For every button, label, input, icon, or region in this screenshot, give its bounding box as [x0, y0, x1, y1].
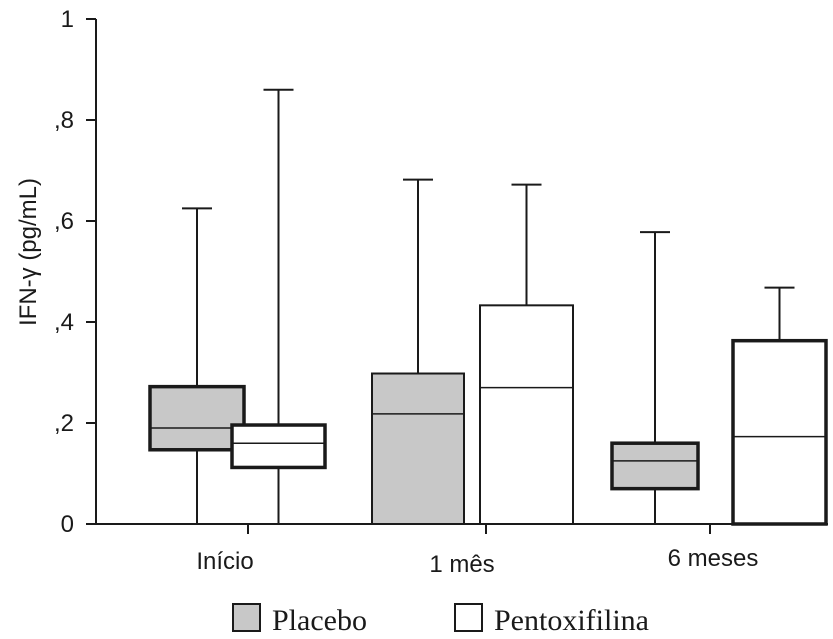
- box-groups: [148, 88, 828, 526]
- box-pentoxifilina-1: [479, 183, 574, 525]
- box-pentoxifilina-2: [731, 286, 828, 526]
- iqr-box: [371, 372, 465, 526]
- iqr-box: [479, 304, 574, 525]
- y-tick-label: ,8: [54, 107, 74, 134]
- legend-swatch-placebo: [232, 603, 261, 632]
- x-category-label: 1 mês: [429, 551, 494, 578]
- y-tick-label: 1: [61, 6, 74, 33]
- iqr-box: [148, 384, 246, 452]
- box-placebo-1: [371, 178, 465, 526]
- y-tick-label: ,2: [54, 410, 74, 437]
- box-pentoxifilina-0: [230, 88, 327, 524]
- legend-label-placebo: Placebo: [272, 604, 367, 637]
- y-axis-title: IFN-γ (pg/mL): [15, 178, 42, 326]
- axes: 0 ,2 ,4 ,6 ,8 1 Início 1 mês 6 meses: [54, 6, 828, 578]
- legend-label-pentoxifilina: Pentoxifilina: [494, 604, 649, 637]
- y-tick-label: ,4: [54, 309, 74, 336]
- legend-swatch-pentoxifilina: [454, 603, 483, 632]
- y-tick-label: ,6: [54, 208, 74, 235]
- iqr-box: [731, 338, 828, 526]
- x-category-label: Início: [196, 548, 253, 575]
- iqr-box: [230, 423, 327, 470]
- iqr-box: [610, 441, 700, 491]
- y-tick-label: 0: [61, 511, 74, 538]
- box-placebo-0: [148, 207, 246, 524]
- box-placebo-2: [610, 231, 700, 524]
- legend: Placebo Pentoxifilina: [232, 603, 649, 637]
- x-category-label: 6 meses: [668, 545, 759, 572]
